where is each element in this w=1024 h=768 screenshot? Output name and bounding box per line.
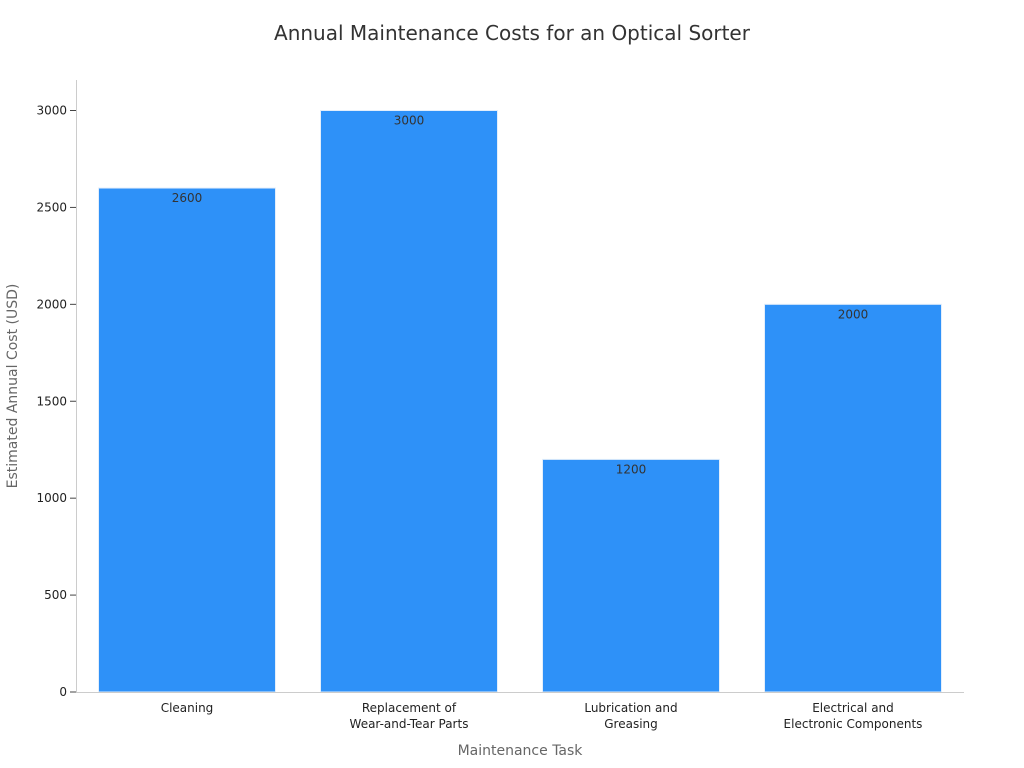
x-tick-label-2-line-1: Greasing — [604, 717, 658, 731]
y-axis-title: Estimated Annual Cost (USD) — [5, 284, 21, 489]
data-label-2: 1200 — [616, 462, 647, 476]
bars-layer: 2600 3000 1200 2000 — [98, 110, 942, 693]
x-tick-label-3: Electrical and Electronic Components — [784, 701, 923, 731]
y-tick-label-2: 1000 — [36, 491, 67, 505]
bar-3 — [764, 303, 942, 693]
y-tick-label-6: 3000 — [36, 104, 67, 118]
x-axis-title: Maintenance Task — [458, 743, 584, 759]
x-tick-label-1-line-0: Replacement of — [362, 701, 457, 715]
bar-2 — [542, 458, 720, 693]
x-tick-label-3-line-1: Electronic Components — [784, 717, 923, 731]
y-tick-label-0: 0 — [59, 685, 67, 699]
bar-0 — [98, 187, 276, 693]
y-tick-label-5: 2500 — [36, 200, 67, 214]
x-tick-label-1: Replacement of Wear-and-Tear Parts — [350, 701, 469, 731]
y-tick-label-3: 1500 — [36, 394, 67, 408]
data-label-0: 2600 — [172, 191, 203, 205]
data-label-1: 3000 — [394, 114, 425, 128]
axes-layer: 0 500 1000 1500 2000 2500 3000 Cleaning Replacem… — [36, 80, 964, 731]
chart-title: Annual Maintenance Costs for an Optical … — [274, 21, 751, 45]
y-tick-label-4: 2000 — [36, 297, 67, 311]
x-tick-label-0: Cleaning — [161, 701, 214, 715]
data-label-3: 2000 — [838, 307, 869, 321]
x-tick-label-0-line-0: Cleaning — [161, 701, 214, 715]
x-tick-label-3-line-0: Electrical and — [812, 701, 894, 715]
bar-1 — [320, 110, 498, 693]
y-tick-label-1: 500 — [44, 588, 67, 602]
x-tick-label-1-line-1: Wear-and-Tear Parts — [350, 717, 469, 731]
x-tick-label-2: Lubrication and Greasing — [584, 701, 677, 731]
x-tick-label-2-line-0: Lubrication and — [584, 701, 677, 715]
